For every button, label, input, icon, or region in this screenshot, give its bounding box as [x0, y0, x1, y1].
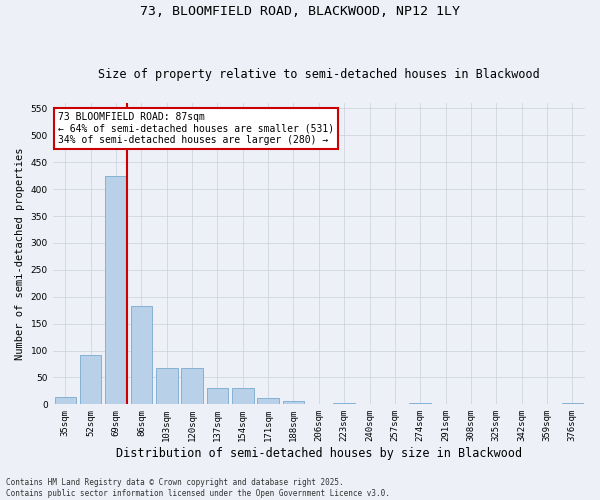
Bar	[283, 400, 304, 404]
Y-axis label: Number of semi-detached properties: Number of semi-detached properties	[15, 148, 25, 360]
Bar	[55, 397, 76, 404]
Bar	[105, 176, 127, 404]
Bar	[409, 402, 431, 404]
X-axis label: Distribution of semi-detached houses by size in Blackwood: Distribution of semi-detached houses by …	[116, 447, 522, 460]
Bar	[334, 402, 355, 404]
Bar	[232, 388, 254, 404]
Text: Contains HM Land Registry data © Crown copyright and database right 2025.
Contai: Contains HM Land Registry data © Crown c…	[6, 478, 390, 498]
Bar	[257, 398, 279, 404]
Bar	[131, 306, 152, 404]
Bar	[80, 355, 101, 405]
Bar	[206, 388, 228, 404]
Title: Size of property relative to semi-detached houses in Blackwood: Size of property relative to semi-detach…	[98, 68, 540, 81]
Text: 73 BLOOMFIELD ROAD: 87sqm
← 64% of semi-detached houses are smaller (531)
34% of: 73 BLOOMFIELD ROAD: 87sqm ← 64% of semi-…	[58, 112, 334, 145]
Bar	[181, 368, 203, 405]
Text: 73, BLOOMFIELD ROAD, BLACKWOOD, NP12 1LY: 73, BLOOMFIELD ROAD, BLACKWOOD, NP12 1LY	[140, 5, 460, 18]
Bar	[562, 402, 583, 404]
Bar	[156, 368, 178, 405]
